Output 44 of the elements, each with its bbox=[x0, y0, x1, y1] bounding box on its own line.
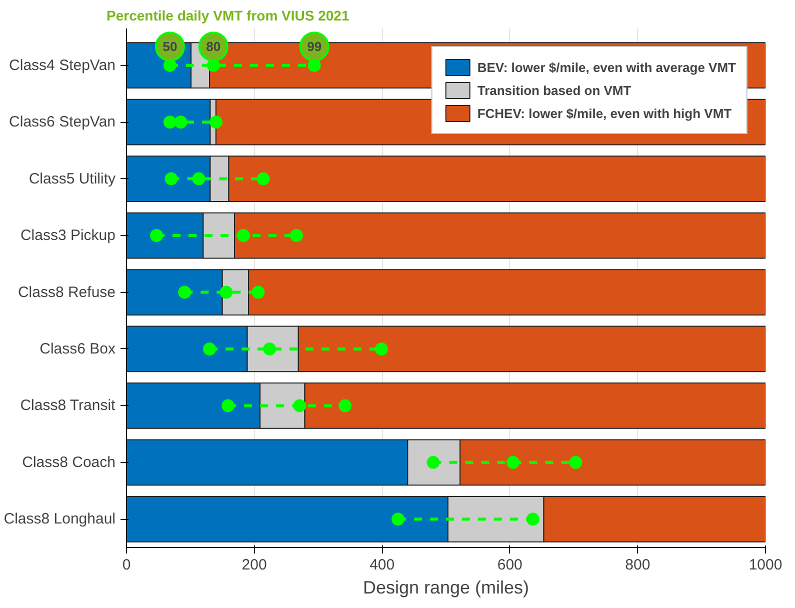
x-tick-label: 1000 bbox=[748, 556, 782, 574]
y-tick-label: Class8 Coach bbox=[22, 454, 116, 471]
point bbox=[222, 399, 235, 412]
y-tick-label: Class8 Refuse bbox=[18, 284, 116, 301]
x-tick-label: 600 bbox=[497, 556, 522, 574]
series-label: 50 bbox=[162, 39, 178, 54]
point bbox=[569, 456, 582, 469]
legend-label: Transition based on VMT bbox=[477, 82, 632, 98]
point bbox=[192, 172, 206, 186]
point bbox=[374, 342, 388, 356]
point bbox=[150, 229, 164, 242]
x-axis-title: Design range (miles) bbox=[362, 578, 530, 598]
y-tick-label: Class6 StepVan bbox=[9, 114, 116, 131]
point bbox=[203, 342, 216, 356]
point bbox=[252, 286, 265, 299]
point bbox=[290, 229, 303, 242]
x-tick-label: 0 bbox=[122, 556, 131, 574]
x-tick-label: 800 bbox=[625, 556, 650, 574]
point bbox=[526, 512, 540, 526]
series-label: 99 bbox=[307, 39, 322, 54]
y-tick-label: Class6 Box bbox=[40, 340, 116, 358]
point bbox=[236, 229, 250, 242]
x-tick-label: 200 bbox=[242, 556, 267, 574]
legend-label: BEV: lower $/mile, even with average VMT bbox=[477, 60, 736, 74]
y-tick-label: Class3 Pickup bbox=[20, 227, 116, 244]
point bbox=[293, 399, 306, 412]
point bbox=[209, 116, 222, 129]
point bbox=[506, 456, 520, 469]
point bbox=[163, 116, 176, 129]
y-tick-label: Class8 Longhaul bbox=[4, 510, 116, 528]
point bbox=[256, 172, 270, 186]
point bbox=[338, 399, 352, 412]
y-tick-label: Class8 Transit bbox=[20, 397, 116, 414]
series-label: 80 bbox=[206, 39, 221, 54]
point bbox=[178, 286, 192, 299]
y-tick-label: Class4 StepVan bbox=[9, 56, 116, 74]
point bbox=[164, 172, 178, 186]
x-tick-label: 400 bbox=[370, 556, 395, 574]
y-tick-label: Class5 Utility bbox=[28, 170, 116, 188]
point bbox=[392, 512, 405, 526]
point bbox=[220, 286, 233, 299]
point bbox=[174, 116, 188, 129]
chart-title: Percentile daily VMT from VIUS 2021 bbox=[106, 8, 350, 24]
legend-label: FCHEV: lower $/mile, even with high VMT bbox=[477, 106, 732, 120]
